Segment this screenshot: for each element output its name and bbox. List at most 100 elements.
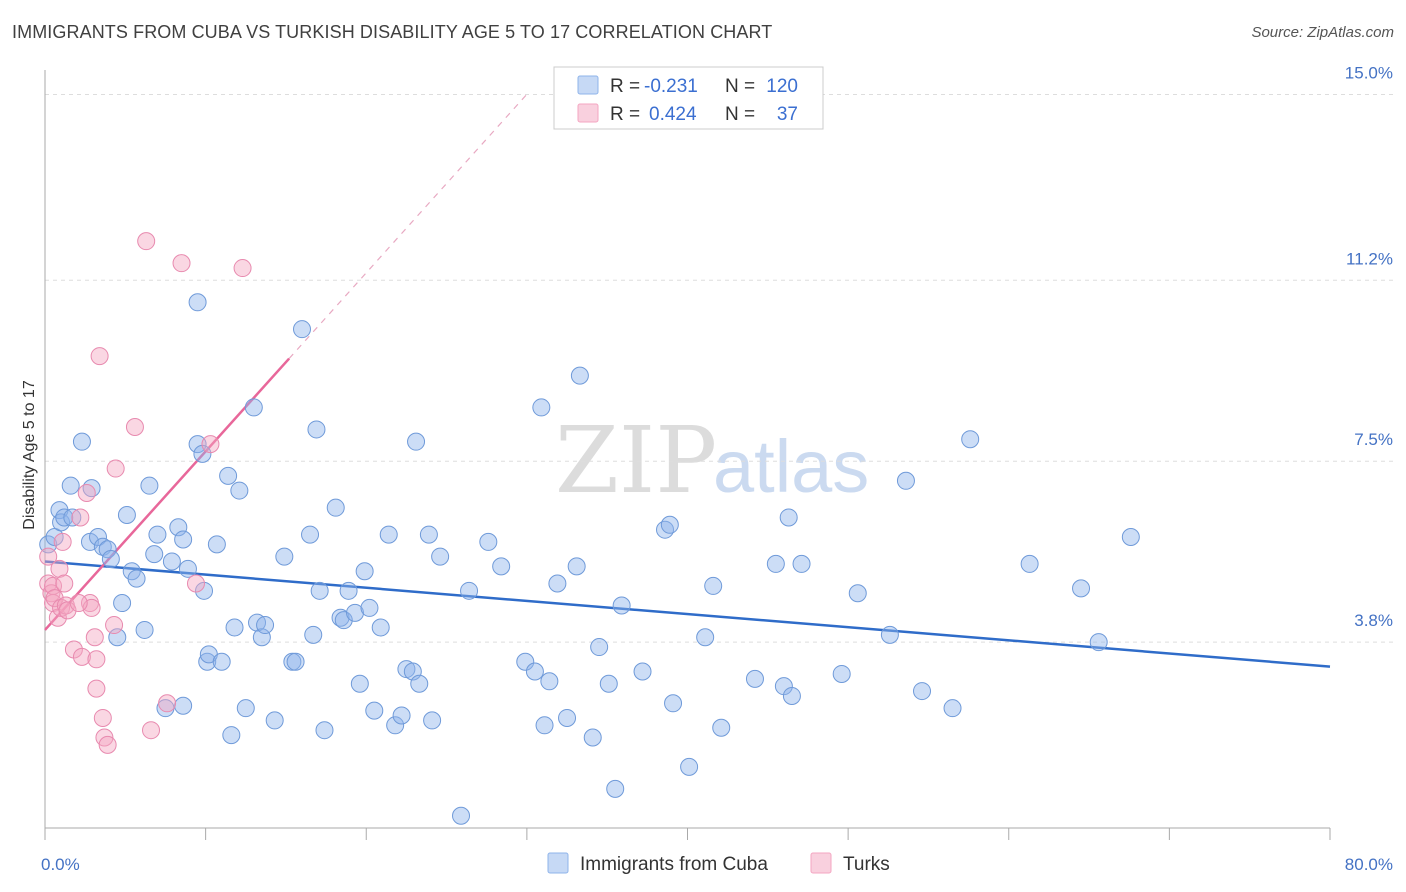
point-cuba-5 (61, 476, 80, 495)
point-cuba-19 (135, 620, 154, 639)
point-cuba-15 (113, 594, 132, 613)
point-cuba-24 (162, 552, 181, 571)
point-turks-10 (55, 574, 74, 593)
point-turks-28 (125, 417, 144, 436)
legend-n-label-cuba: N = (725, 76, 755, 97)
point-cuba-55 (315, 721, 334, 740)
point-cuba-117 (1089, 633, 1108, 652)
point-cuba-98 (680, 757, 699, 776)
legend-r-label-cuba: R = (610, 76, 640, 97)
bottom-legend-swatch-cuba (547, 852, 569, 874)
trend-lines (44, 91, 1331, 668)
y-tick-label-2: 11.2% (1346, 249, 1393, 268)
point-cuba-64 (365, 701, 384, 720)
point-cuba-39 (225, 618, 244, 637)
data-points (39, 232, 1140, 825)
watermark: ZIP atlas (555, 407, 869, 514)
point-cuba-86 (558, 708, 577, 727)
point-cuba-26 (174, 530, 193, 549)
point-cuba-76 (452, 806, 471, 825)
point-cuba-88 (570, 366, 589, 385)
point-cuba-101 (712, 718, 731, 737)
legend-frame (553, 66, 824, 130)
watermark-zip: ZIP (555, 407, 717, 514)
legend-box: R = -0.231 N = 120 R = 0.424 N = 37 (553, 66, 824, 130)
point-cuba-83 (535, 716, 554, 735)
point-cuba-22 (148, 525, 167, 544)
point-cuba-95 (656, 520, 675, 539)
point-cuba-73 (419, 525, 438, 544)
bottom-legend-label-cuba: Immigrants from Cuba (580, 854, 768, 875)
y-axis-label: Disability Age 5 to 17 (21, 380, 38, 530)
point-turks-9 (53, 532, 72, 551)
point-cuba-27 (174, 696, 193, 715)
point-cuba-94 (633, 662, 652, 681)
point-turks-5 (45, 589, 64, 608)
point-turks-21 (87, 679, 106, 698)
chart-title: IMMIGRANTS FROM CUBA VS TURKISH DISABILI… (12, 22, 773, 42)
bottom-legend: Immigrants from Cuba Turks (547, 852, 890, 875)
point-cuba-63 (360, 598, 379, 617)
point-turks-19 (85, 628, 104, 647)
point-cuba-45 (256, 616, 275, 635)
point-cuba-54 (310, 581, 329, 600)
point-turks-33 (186, 574, 205, 593)
tick-labels: 3.8% 7.5% 11.2% 15.0% 0.0% 80.0% (41, 63, 1393, 874)
point-turks-32 (172, 254, 191, 273)
x-tick-label-1: 80.0% (1345, 855, 1393, 874)
point-turks-30 (142, 721, 161, 740)
point-cuba-96 (660, 515, 679, 534)
point-cuba-65 (371, 618, 390, 637)
point-cuba-61 (350, 674, 369, 693)
point-cuba-111 (896, 471, 915, 490)
point-cuba-67 (386, 716, 405, 735)
point-cuba-53 (307, 420, 326, 439)
point-cuba-85 (548, 574, 567, 593)
point-cuba-29 (188, 435, 207, 454)
point-cuba-74 (423, 711, 442, 730)
point-cuba-97 (664, 694, 683, 713)
point-cuba-56 (326, 498, 345, 517)
point-cuba-50 (293, 320, 311, 339)
point-cuba-107 (792, 554, 811, 573)
point-cuba-41 (236, 699, 255, 718)
point-cuba-49 (286, 652, 305, 671)
point-turks-16 (77, 484, 96, 503)
point-cuba-47 (275, 547, 294, 566)
watermark-atlas: atlas (713, 425, 869, 508)
point-cuba-82 (532, 398, 551, 417)
point-cuba-36 (212, 652, 231, 671)
point-cuba-42 (244, 398, 263, 417)
point-cuba-66 (379, 525, 398, 544)
point-cuba-106 (782, 686, 801, 705)
trend-line-1 (44, 357, 291, 631)
point-cuba-90 (590, 638, 609, 657)
point-cuba-18 (127, 569, 146, 588)
point-cuba-37 (219, 466, 238, 485)
legend-n-value-turks: 37 (777, 104, 798, 125)
point-cuba-102 (745, 669, 764, 688)
point-cuba-80 (516, 652, 535, 671)
grid-lines (45, 93, 1395, 643)
point-cuba-77 (460, 581, 479, 600)
trend-line-0 (44, 560, 1331, 668)
point-cuba-84 (540, 672, 559, 691)
point-cuba-118 (1121, 528, 1140, 547)
point-turks-31 (158, 694, 177, 713)
point-cuba-12 (98, 540, 117, 559)
point-cuba-72 (410, 674, 429, 693)
point-cuba-89 (583, 728, 602, 747)
y-tick-label-3: 15.0% (1345, 63, 1393, 82)
point-turks-34 (201, 435, 220, 454)
legend-n-value-cuba: 120 (766, 76, 798, 97)
point-cuba-110 (880, 625, 899, 644)
point-cuba-115 (1020, 554, 1039, 573)
point-cuba-113 (943, 699, 962, 718)
point-turks-36 (69, 594, 88, 613)
bottom-legend-label-turks: Turks (843, 854, 890, 875)
point-cuba-116 (1072, 579, 1091, 598)
point-turks-35 (233, 259, 252, 278)
y-tick-label-1: 7.5% (1354, 430, 1393, 449)
point-cuba-35 (207, 535, 226, 554)
legend-r-label-turks: R = (610, 104, 640, 125)
